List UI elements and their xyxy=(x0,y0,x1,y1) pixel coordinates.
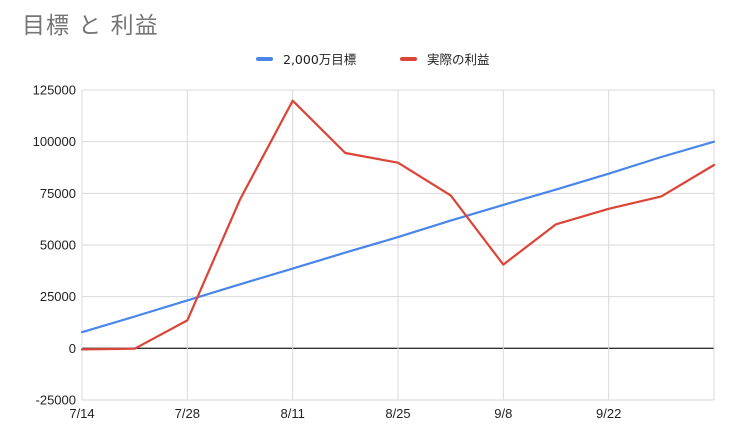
legend-label: 実際の利益 xyxy=(427,52,490,67)
x-tick-label: 7/14 xyxy=(69,406,94,421)
y-tick-label: 75000 xyxy=(40,186,76,201)
chart-title: 目標 と 利益 xyxy=(22,13,159,39)
series-line-actual-profit xyxy=(80,99,716,351)
y-tick-label: 100000 xyxy=(33,134,76,149)
x-tick-label: 7/28 xyxy=(175,406,200,421)
y-tick-label: -25000 xyxy=(36,393,76,408)
series-line-target xyxy=(80,140,716,334)
x-tick-label: 9/8 xyxy=(494,406,512,421)
y-tick-label: 0 xyxy=(69,341,76,356)
y-tick-label: 50000 xyxy=(40,238,76,253)
legend-label: 2,000万目標 xyxy=(283,52,357,67)
x-tick-label: 9/22 xyxy=(596,406,621,421)
x-tick-label: 8/11 xyxy=(280,406,304,421)
x-tick-label: 8/25 xyxy=(385,406,410,421)
y-tick-label: 25000 xyxy=(40,289,76,304)
y-tick-label: 125000 xyxy=(33,83,76,98)
